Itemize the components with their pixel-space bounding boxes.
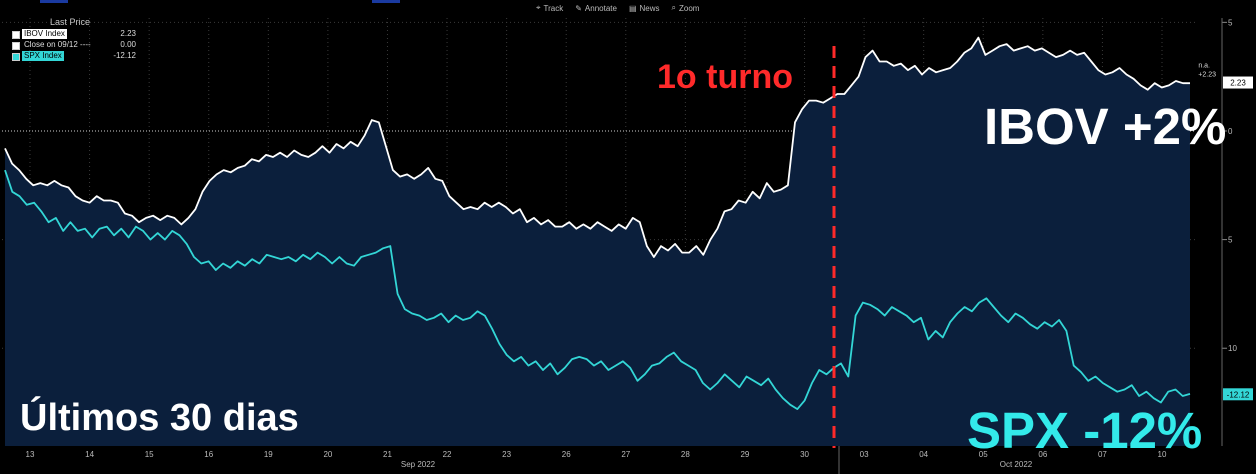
- legend-checkbox[interactable]: [12, 53, 20, 61]
- x-tick-label: 07: [1098, 450, 1107, 459]
- x-tick-label: 06: [1038, 450, 1047, 459]
- right-label-na: n.a.: [1198, 63, 1210, 70]
- ibov-area-fill: [5, 37, 1190, 446]
- chart-axes: 13 14 15 16 19 20 21 22 23 26 27 28 29 30 03 04 05 06 07 10…: [26, 18, 1253, 474]
- toolbar-news-button[interactable]: ▤ News: [629, 2, 660, 14]
- chart-toolbar: ⌖ Track ✎ Annotate ▤ News ⌕ Zoom: [536, 2, 699, 14]
- legend-row-ibov[interactable]: IBOV Index 2.23: [4, 29, 136, 40]
- x-tick-label: 14: [85, 450, 94, 459]
- first-round-annotation: 1o turno: [657, 58, 793, 96]
- legend-title: Last Price: [50, 17, 91, 27]
- x-tick-label: 05: [979, 450, 988, 459]
- ibov-last-value-tag: [1223, 76, 1253, 89]
- spx-line: [4, 169, 1191, 410]
- legend-series-name: SPX Index: [22, 51, 64, 61]
- legend-series-value: 0.00: [120, 40, 136, 49]
- x-tick-label: 29: [740, 450, 749, 459]
- x-tick-label: 04: [919, 450, 928, 459]
- toolbar-track-button[interactable]: ⌖ Track: [536, 2, 563, 14]
- toolbar-zoom-button[interactable]: ⌕ Zoom: [672, 2, 700, 14]
- x-tick-label: 03: [860, 450, 869, 459]
- legend-series-name: IBOV Index: [22, 29, 67, 39]
- x-tick-label: 23: [502, 450, 511, 459]
- legend-series-value: -12.12: [113, 51, 136, 60]
- toolbar-news-label: News: [639, 3, 660, 13]
- top-accent-bar: [372, 0, 400, 3]
- x-tick-label: 21: [383, 450, 392, 459]
- x-tick-label: 15: [145, 450, 154, 459]
- x-tick-label: 26: [562, 450, 571, 459]
- y-tick-label: 5: [1228, 236, 1233, 245]
- month-label: Oct 2022: [1000, 460, 1033, 469]
- last-value-text: -12.12: [1227, 390, 1250, 399]
- month-label: Sep 2022: [401, 460, 436, 469]
- legend-series-value: 2.23: [120, 29, 136, 38]
- y-tick-label: 0: [1228, 127, 1233, 136]
- x-tick-label: 10: [1158, 450, 1167, 459]
- x-tick-label: 22: [443, 450, 452, 459]
- x-tick-label: 16: [204, 450, 213, 459]
- period-annotation: Últimos 30 dias: [20, 397, 299, 439]
- last-value-text: 2.23: [1230, 79, 1246, 88]
- top-accent-bar: [40, 0, 68, 3]
- legend-row-close[interactable]: Close on 09/12 ---- 0.00: [4, 40, 136, 51]
- toolbar-annotate-button[interactable]: ✎ Annotate: [575, 2, 617, 14]
- right-label-change: +2.23: [1198, 72, 1216, 79]
- legend-checkbox[interactable]: [12, 42, 20, 50]
- ibov-annotation: IBOV +2%: [984, 98, 1227, 155]
- legend-series-name: Close on 09/12 ----: [24, 40, 91, 49]
- x-tick-label: 20: [323, 450, 332, 459]
- ibov-line: [4, 36, 1190, 258]
- chart-areas: [5, 37, 1190, 446]
- y-tick-label: 10: [1228, 344, 1237, 353]
- y-tick-label: 5: [1228, 18, 1233, 27]
- magnifier-icon: ⌕: [671, 3, 677, 12]
- crosshair-icon: ⌖: [536, 3, 541, 12]
- x-tick-label: 30: [800, 450, 809, 459]
- toolbar-annotate-label: Annotate: [584, 3, 617, 13]
- legend-checkbox[interactable]: [12, 31, 20, 39]
- x-tick-label: 13: [26, 450, 35, 459]
- pencil-icon: ✎: [575, 3, 582, 13]
- spx-last-value-tag: [1223, 388, 1253, 401]
- chart-lines: [4, 36, 1191, 410]
- toolbar-zoom-label: Zoom: [679, 3, 700, 13]
- legend-row-spx[interactable]: SPX Index -12.12: [4, 51, 136, 62]
- toolbar-track-label: Track: [543, 3, 564, 13]
- x-tick-label: 28: [681, 450, 690, 459]
- news-icon: ▤: [628, 3, 637, 13]
- x-tick-label: 27: [621, 450, 630, 459]
- x-tick-label: 19: [264, 450, 273, 459]
- spx-annotation: SPX -12%: [967, 402, 1203, 459]
